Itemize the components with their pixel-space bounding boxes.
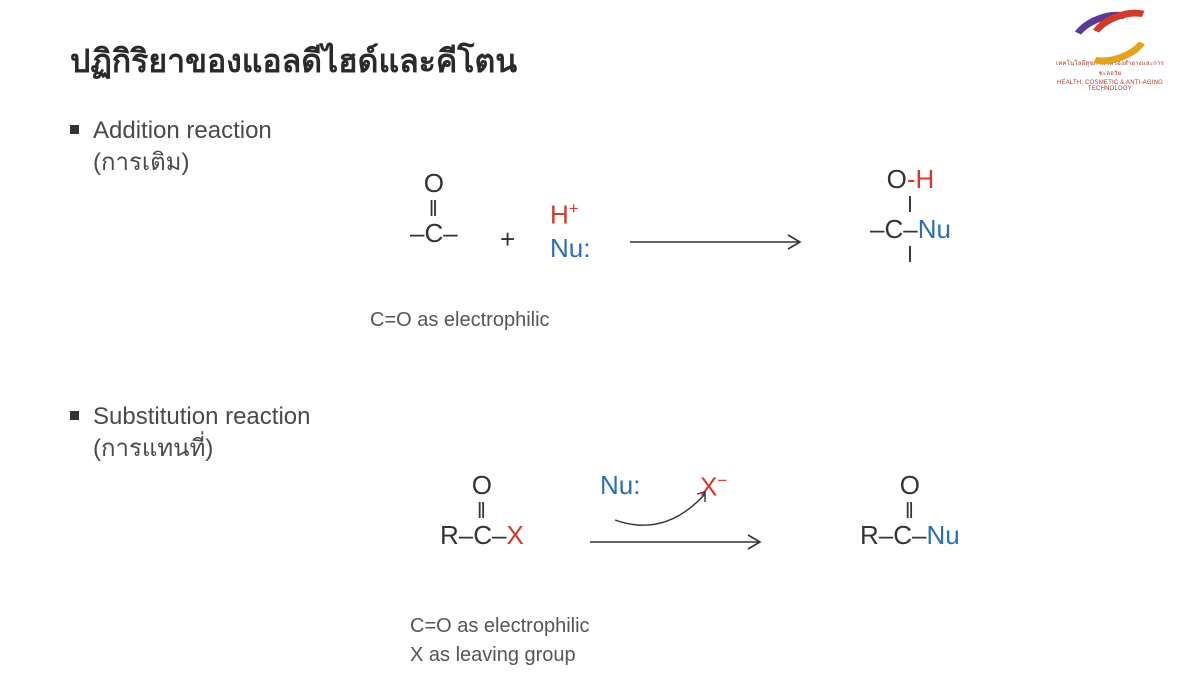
arrow-right-icon [630, 230, 810, 254]
addition-equation: O ǁ –C– + H+ Nu: O-H ǀ –C–Nu ǀ [70, 170, 1140, 300]
s1-prod-top: O-H [870, 166, 951, 193]
bullet-icon [70, 125, 79, 134]
s1-Nu: Nu: [550, 235, 590, 262]
s1-prod-main: –C–Nu [870, 216, 951, 243]
section2-title-en: Substitution reaction [93, 403, 310, 430]
s2-prod-O: O [860, 472, 960, 499]
s1-Hplus: H+ [550, 200, 590, 229]
brand-logo: เทคโนโลยีสุขภาพ เครื่องสำอางและการชะลอวั… [1050, 10, 1170, 70]
section1-annot: C=O as electrophilic [370, 306, 1140, 335]
s2-prod-dbl: ǁ [860, 499, 960, 522]
s1-prod-bot: ǀ [870, 243, 951, 266]
section2-annot2: X as leaving group [410, 641, 1140, 670]
s1-reactant-C: –C– [410, 220, 458, 247]
section2-title-th: (การแทนที่) [93, 435, 213, 462]
section1-title-en: Addition reaction [93, 117, 272, 144]
logo-swirl-icon [1070, 10, 1150, 56]
s2-reactant-main: R–C–X [440, 522, 524, 549]
substitution-equation: O ǁ R–C–X Nu: X− O ǁ R–C–Nu [70, 472, 1140, 612]
s1-prod-mid: ǀ [870, 193, 951, 216]
s1-reactant-dbl: ǁ [410, 197, 458, 220]
curved-arrow-icon [595, 480, 735, 530]
s2-reactant-dbl: ǁ [440, 499, 524, 522]
bullet-icon [70, 411, 79, 420]
section2-annot1: C=O as electrophilic [410, 612, 1140, 641]
section2-heading: Substitution reaction (การแทนที่) [70, 401, 1140, 466]
slide-title: ปฏิกิริยาของแอลดีไฮด์และคีโตน [70, 36, 1140, 87]
logo-caption-en: HEALTH, COSMETIC & ANTI-AGING TECHNOLOGY [1050, 80, 1170, 92]
s2-reactant-O: O [440, 472, 524, 499]
s2-prod-main: R–C–Nu [860, 522, 960, 549]
slide: เทคโนโลยีสุขภาพ เครื่องสำอางและการชะลอวั… [0, 0, 1200, 675]
s1-plus: + [500, 226, 515, 253]
s1-reactant-O: O [410, 170, 458, 197]
arrow-right-icon [590, 530, 770, 554]
